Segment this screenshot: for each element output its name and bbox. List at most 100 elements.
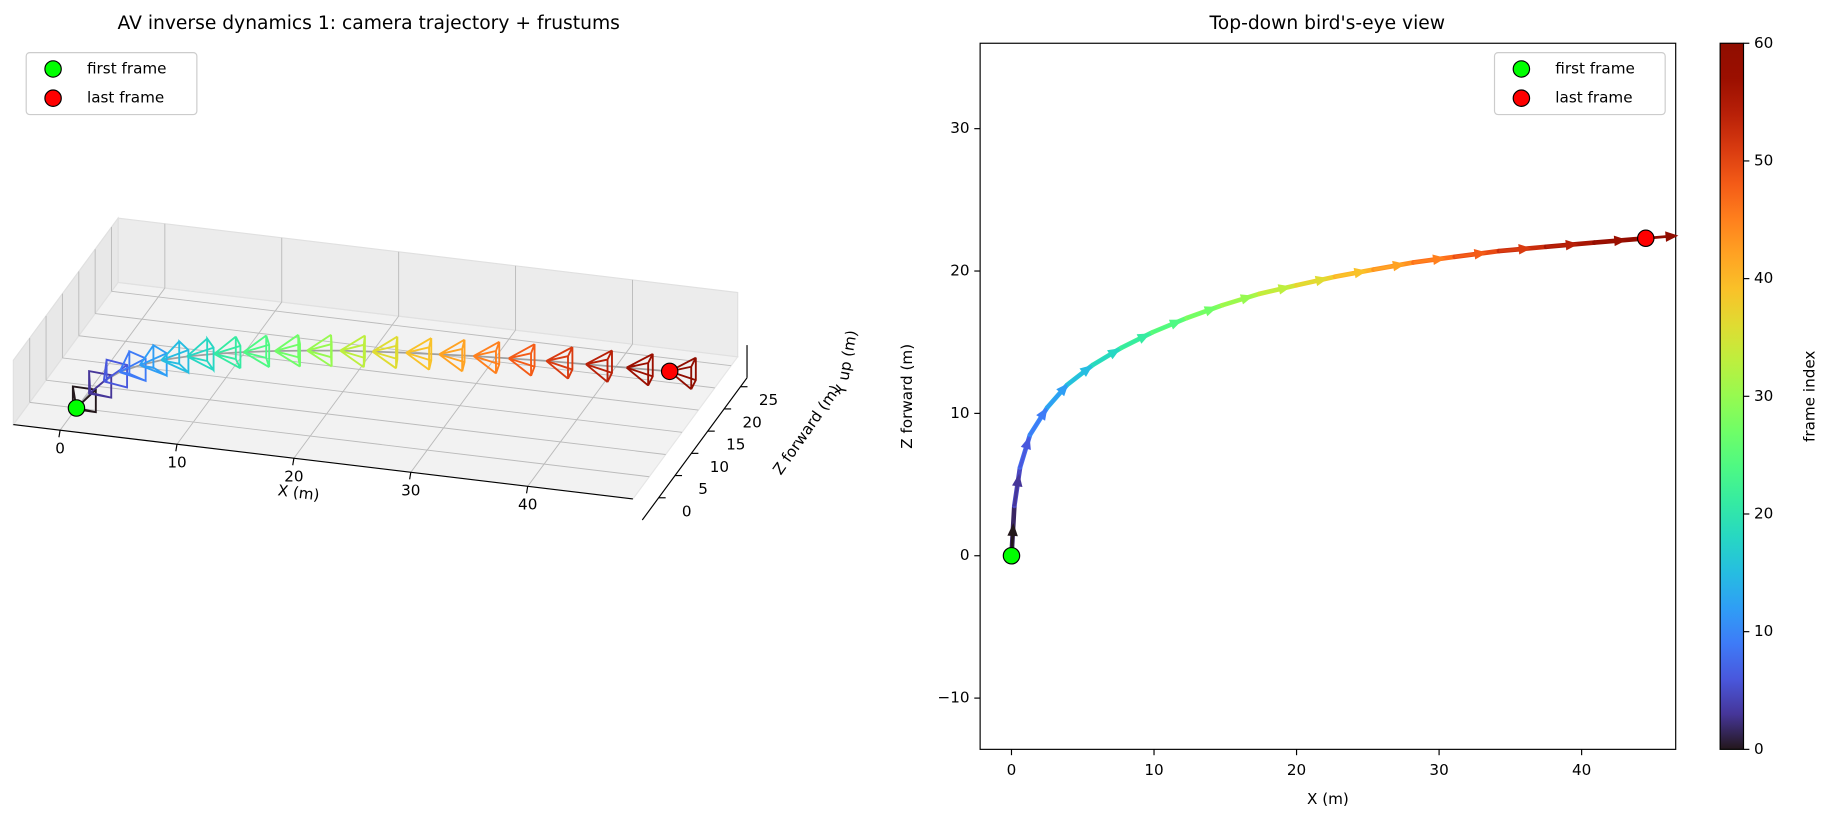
tick-mark	[292, 458, 295, 466]
x-tick-label: 20	[1287, 761, 1306, 779]
frustum	[186, 335, 215, 373]
heading-arrow	[1334, 267, 1368, 279]
grid-line	[29, 401, 650, 478]
z-axis	[641, 377, 748, 521]
grid-line	[111, 290, 732, 367]
z-axis-label: Z forward (m)	[769, 382, 844, 478]
heading-arrow	[1012, 473, 1023, 507]
heading-arrow	[1545, 239, 1579, 251]
heading-arrow	[1066, 364, 1093, 387]
side-pane	[12, 216, 119, 427]
legend-label: first frame	[1555, 59, 1635, 77]
x-tick-label: 30	[1429, 761, 1448, 779]
legend-box	[1493, 52, 1666, 116]
heading-arrow	[1373, 260, 1406, 272]
y-tick-label: 10	[950, 404, 969, 422]
colorbar-tick-label: 30	[1754, 387, 1773, 405]
x-tick-label: 0	[1007, 761, 1017, 779]
chart-title: AV inverse dynamics 1: camera trajectory…	[118, 13, 620, 34]
colorbar-tick-label: 60	[1754, 34, 1773, 52]
legend-marker	[1512, 60, 1531, 78]
z-tick-label: 10	[710, 458, 729, 476]
heading-arrow	[1007, 523, 1018, 556]
x-tick-label: 10	[167, 453, 186, 471]
endpoint-marker	[1637, 229, 1655, 248]
z-tick-label: 15	[726, 436, 745, 454]
frustum	[626, 353, 654, 387]
heading-arrow	[1498, 244, 1532, 255]
z-tick-label: 0	[682, 502, 692, 520]
grid-line	[62, 357, 683, 433]
legend-label: first frame	[87, 59, 167, 77]
grid-line	[46, 379, 666, 455]
colorbar-tick-label: 10	[1754, 622, 1773, 640]
x-tick-label: 10	[1144, 761, 1163, 779]
heading-arrow	[1186, 306, 1218, 320]
frustum	[243, 334, 271, 368]
endpoint-marker	[660, 362, 679, 381]
y-axis-label: Y up (m)	[832, 329, 861, 397]
grid-line	[293, 315, 400, 459]
frustum	[274, 334, 301, 368]
plot-area	[979, 42, 1677, 750]
tick-mark	[175, 444, 178, 452]
x-axis-label: X (m)	[277, 481, 321, 504]
x-axis	[13, 424, 633, 500]
grid-line	[410, 329, 516, 473]
y-tick-label: 30	[950, 119, 969, 137]
frustum	[102, 358, 129, 389]
colorbar-label: frame index	[1801, 351, 1819, 442]
frustum	[405, 337, 433, 371]
x-tick-label: 0	[55, 439, 65, 457]
y-tick-label: 0	[960, 546, 970, 564]
x-tick-label: 30	[401, 481, 420, 499]
legend-marker	[44, 89, 62, 107]
legend-marker	[1512, 89, 1531, 107]
endpoint-marker	[67, 399, 86, 417]
legend-marker	[44, 60, 62, 78]
frustum	[213, 335, 242, 370]
heading-arrow	[1413, 254, 1446, 265]
frustum	[160, 339, 190, 375]
colorbar-tick-label: 40	[1754, 269, 1773, 287]
heading-arrow	[1296, 275, 1329, 287]
x-tick-label: 40	[518, 496, 537, 514]
heading-arrow	[1028, 407, 1048, 436]
y-axis-label: Z forward (m)	[898, 344, 916, 449]
x-axis-label: X (m)	[1307, 790, 1349, 808]
grid-line	[176, 301, 283, 445]
heading-arrow	[1594, 235, 1628, 247]
grid-line	[78, 335, 699, 411]
y-tick-label: 20	[950, 262, 969, 280]
tick-mark	[58, 430, 61, 438]
grid-line	[527, 343, 633, 487]
frustum	[472, 340, 501, 375]
y-tick-label: −10	[938, 689, 970, 707]
z-tick-label: 20	[743, 413, 762, 431]
heading-arrow	[1046, 383, 1069, 409]
frustum	[138, 343, 168, 378]
tick-mark	[525, 486, 529, 494]
frustum	[585, 349, 613, 383]
tick-mark	[409, 472, 412, 480]
colorbar	[1719, 42, 1745, 750]
colorbar-tick-label: 20	[1754, 504, 1773, 522]
x-tick-label: 40	[1572, 761, 1591, 779]
colorbar-tick-label: 50	[1754, 151, 1773, 169]
frustum	[371, 335, 399, 370]
heading-arrow	[1222, 294, 1254, 307]
frustum	[545, 346, 574, 380]
colorbar-tick-label: 0	[1754, 740, 1764, 758]
chart-title: Top-down bird's-eye view	[1209, 13, 1446, 34]
endpoint-marker	[1002, 546, 1021, 565]
z-tick-label: 25	[759, 391, 778, 409]
frustum	[508, 343, 536, 377]
heading-arrow	[1018, 436, 1031, 468]
heading-arrow	[1152, 319, 1183, 334]
heading-arrow	[1645, 231, 1679, 242]
frustum	[118, 349, 147, 383]
frustum	[88, 369, 113, 399]
frustum	[339, 334, 366, 369]
heading-arrow	[1120, 333, 1151, 350]
z-tick-label: 5	[698, 480, 708, 498]
